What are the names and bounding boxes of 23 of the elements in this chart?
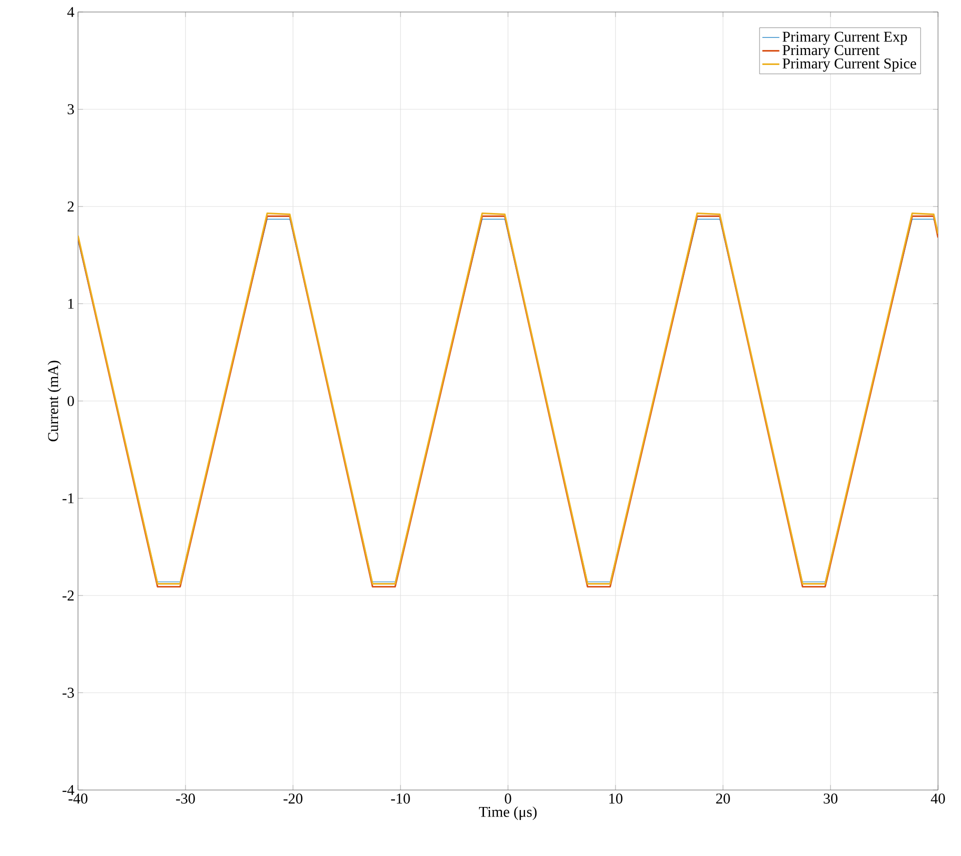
y-tick-label: 2	[68, 202, 74, 212]
y-tick-label: 4	[67, 7, 74, 17]
x-tick-label: 40	[930, 794, 945, 804]
y-tick-label: 1	[68, 298, 74, 309]
x-tick-label: -30	[176, 794, 195, 804]
legend-label: Primary Current Exp	[782, 32, 907, 45]
x-tick-label: 10	[609, 794, 622, 804]
x-axis-title: Time (μs)	[479, 806, 537, 820]
x-tick-label: 30	[824, 794, 838, 804]
y-tick-label: -4	[62, 785, 74, 795]
y-tick-label: -3	[62, 688, 74, 698]
x-tick-label: -10	[391, 794, 410, 804]
y-tick-label: 0	[68, 396, 74, 406]
x-tick-label: 20	[716, 794, 730, 804]
legend-label: Primary Current	[782, 45, 880, 58]
x-tick-label: -20	[284, 794, 302, 804]
x-tick-label: 0	[504, 794, 512, 804]
y-tick-label: 3	[68, 104, 74, 114]
y-axis-title: Current (mA)	[48, 360, 62, 442]
y-tick-label: -1	[62, 493, 74, 504]
x-tick-label: -40	[68, 794, 88, 804]
y-tick-label: -2	[62, 590, 74, 600]
legend-label: Primary Current Spice	[782, 58, 916, 72]
